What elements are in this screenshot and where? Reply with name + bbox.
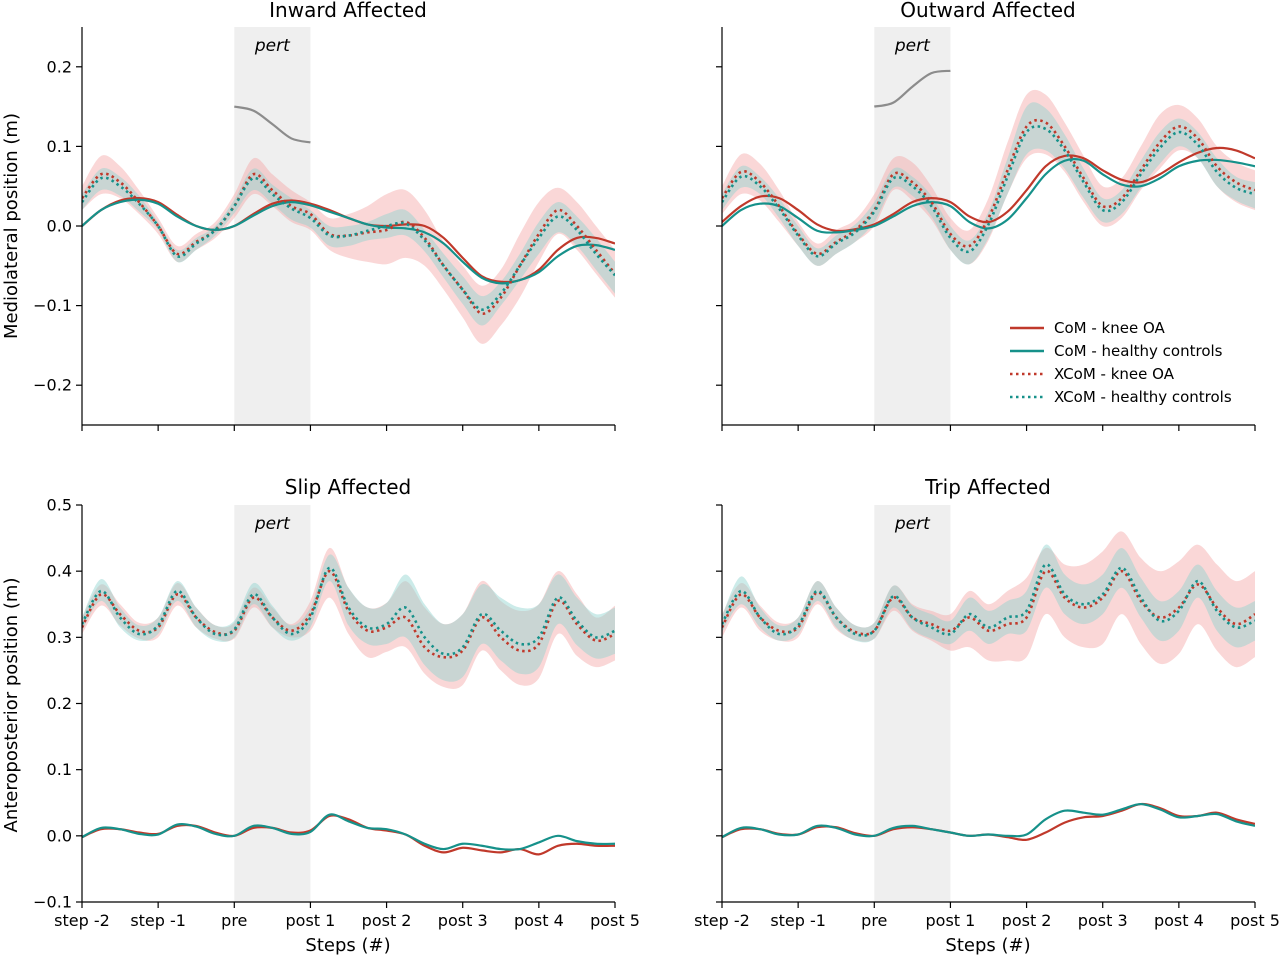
y-axis-label-mediolateral: Mediolateral position (m) — [1, 113, 22, 339]
x-tick-label: step -1 — [130, 911, 186, 930]
x-tick-label: post 1 — [926, 911, 976, 930]
sd-band-healthy-controls — [722, 544, 1255, 648]
plot-area — [722, 531, 1255, 842]
panel-inward-affected: Inward Affected pert −0.2 −0.1 0.0 0.1 0.2 — [33, 0, 616, 431]
y-tick-label: 0.1 — [47, 760, 72, 779]
x-tick-label: post 5 — [590, 911, 640, 930]
sd-band-healthy-controls — [82, 167, 615, 326]
legend-label: XCoM - knee OA — [1054, 365, 1175, 383]
xcom-line-healthy-controls — [722, 563, 1255, 637]
y-tick-label: 0.3 — [47, 628, 72, 647]
perturbation-shade — [234, 505, 311, 902]
xcom-line-knee-oa — [722, 118, 1255, 256]
sd-band-knee-oa — [722, 89, 1255, 266]
y-tick-label: 0.0 — [47, 217, 72, 236]
com-line-healthy-controls — [82, 813, 615, 851]
com-line-knee-oa — [722, 146, 1255, 233]
perturbation-profile-line — [874, 69, 951, 108]
plot-area — [82, 105, 615, 344]
perturbation-label: pert — [894, 36, 931, 56]
plot-area — [82, 547, 615, 856]
y-tick-label: 0.0 — [47, 826, 72, 845]
y-tick-label: 0.5 — [47, 496, 72, 515]
legend: CoM - knee OA CoM - healthy controls XCoM … — [1010, 319, 1232, 406]
sd-band-knee-oa — [82, 547, 615, 689]
y-tick-label: −0.2 — [33, 376, 72, 395]
x-axis-label-left: Steps (#) — [305, 935, 390, 956]
perturbation-shade — [874, 27, 951, 425]
xcom-line-knee-oa — [82, 172, 615, 315]
panel-title: Inward Affected — [269, 0, 427, 22]
x-tick-label: post 1 — [286, 911, 336, 930]
y-tick-label: −0.1 — [33, 296, 72, 315]
panel-trip-affected: Trip Affected pert step -2 step -1 pre post … — [694, 475, 1280, 930]
x-tick-label: step -2 — [694, 911, 750, 930]
xcom-line-knee-oa — [722, 569, 1255, 636]
plot-area — [722, 69, 1255, 266]
com-line-healthy-controls — [82, 198, 615, 285]
legend-label: CoM - healthy controls — [1054, 342, 1223, 360]
panel-outward-affected: Outward Affected pert — [716, 0, 1256, 431]
com-line-healthy-controls — [722, 802, 1255, 839]
x-tick-label: step -1 — [770, 911, 826, 930]
legend-label: CoM - knee OA — [1054, 319, 1166, 337]
perturbation-shade — [874, 505, 951, 902]
x-tick-label: post 4 — [1154, 911, 1204, 930]
y-tick-label: 0.2 — [47, 694, 72, 713]
xcom-line-healthy-controls — [82, 566, 615, 656]
xcom-line-healthy-controls — [722, 125, 1255, 258]
perturbation-shade — [234, 27, 311, 425]
x-tick-label: post 5 — [1230, 911, 1280, 930]
legend-label: XCoM - healthy controls — [1054, 388, 1232, 406]
x-tick-label: pre — [221, 911, 247, 930]
x-tick-label: pre — [861, 911, 887, 930]
x-tick-label: post 3 — [1078, 911, 1128, 930]
perturbation-label: pert — [894, 514, 931, 534]
x-tick-label: post 2 — [1002, 911, 1052, 930]
panel-title: Outward Affected — [900, 0, 1075, 22]
panel-title: Slip Affected — [285, 475, 411, 499]
x-tick-label: post 4 — [514, 911, 564, 930]
sd-band-knee-oa — [82, 155, 615, 344]
sd-band-healthy-controls — [82, 554, 615, 682]
perturbation-label: pert — [254, 514, 291, 534]
com-line-healthy-controls — [722, 157, 1255, 234]
y-tick-label: −0.1 — [33, 893, 72, 912]
x-tick-label: post 2 — [362, 911, 412, 930]
perturbation-label: pert — [254, 36, 291, 56]
y-tick-label: 0.4 — [47, 562, 72, 581]
y-tick-label: 0.2 — [47, 57, 72, 76]
x-tick-label: post 3 — [438, 911, 488, 930]
y-tick-label: 0.1 — [47, 137, 72, 156]
x-axis-label-right: Steps (#) — [945, 935, 1030, 956]
panel-slip-affected: Slip Affected pert −0.1 0.0 0.1 0.2 0.3 0.4 0.5… — [33, 475, 640, 930]
y-axis-label-anteroposterior: Anteroposterior position (m) — [1, 578, 22, 833]
panel-title: Trip Affected — [924, 475, 1051, 499]
perturbation-profile-line — [234, 105, 311, 144]
x-tick-label: step -2 — [54, 911, 110, 930]
sd-band-healthy-controls — [722, 102, 1255, 266]
